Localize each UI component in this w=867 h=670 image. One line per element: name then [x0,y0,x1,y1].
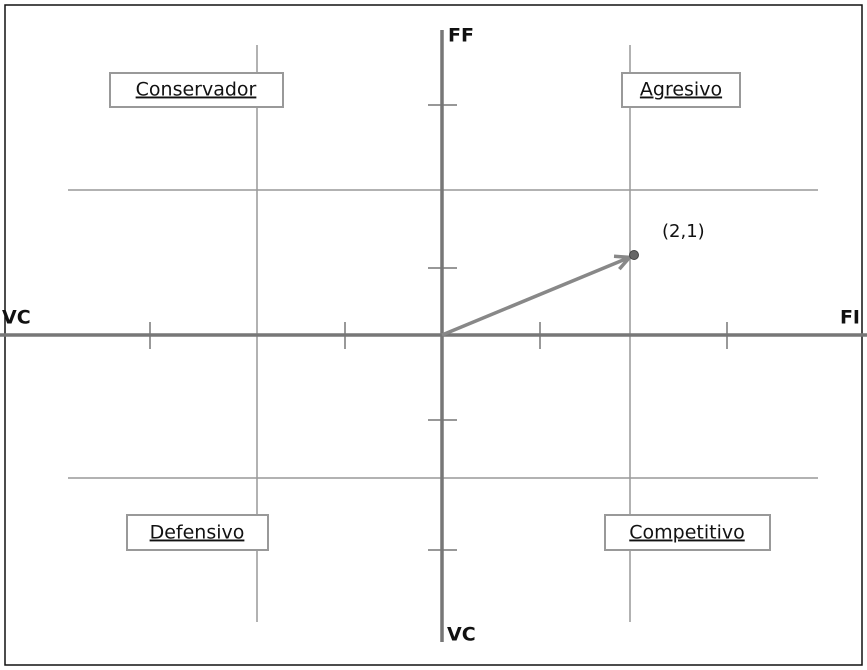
quadrant-box [621,72,741,108]
quadrant-box [109,72,284,108]
quadrant-box [126,514,269,551]
point-label: (2,1) [662,221,705,242]
quadrant-box [604,514,771,551]
axis-label: FF [448,25,474,47]
vector-arrow [441,258,628,337]
quadrant-label: Conservador [136,79,257,101]
axis-label: VC [447,624,476,646]
axes [0,30,867,642]
quadrant-label: Defensivo [150,522,245,544]
quadrant-label: Agresivo [640,79,722,101]
axis-label: FI [840,307,860,329]
axis-label: VC [2,307,31,329]
quadrant-label: Competitivo [629,522,744,544]
point [629,250,639,260]
